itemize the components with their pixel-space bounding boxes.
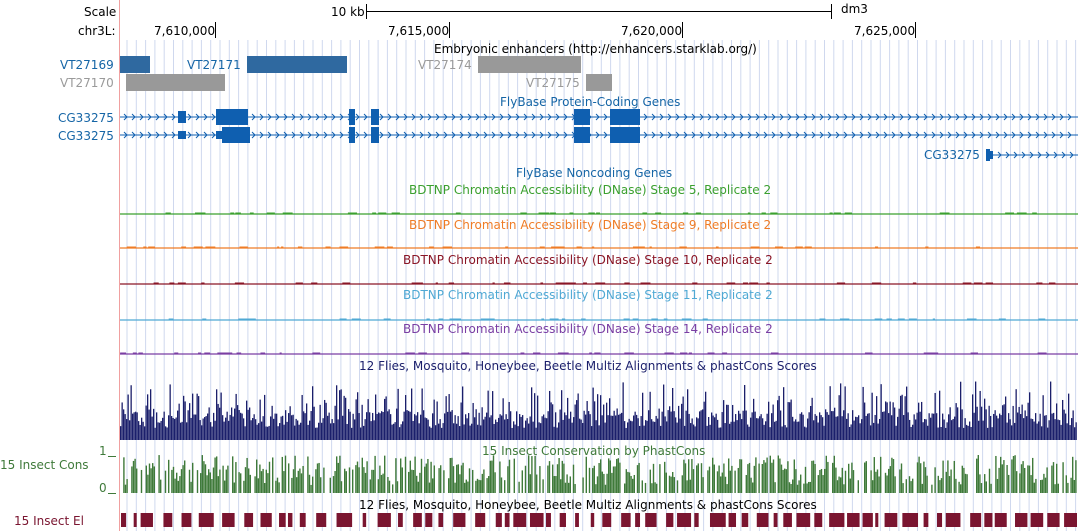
ruler-tick [682, 22, 683, 38]
enhancer-feature-vt27175[interactable] [586, 74, 612, 91]
phastcons-side-label[interactable]: 15 Insect Cons [0, 458, 89, 472]
ruler-tick-label: 7,615,000 [388, 24, 450, 38]
scale-label: Scale [84, 5, 117, 19]
protein-genes-track-title[interactable]: FlyBase Protein-Coding Genes [500, 95, 681, 109]
ruler-tick-label: 7,610,000 [154, 24, 216, 38]
phastcons-track-title[interactable]: 15 Insect Conservation by PhastCons [482, 444, 706, 458]
dnase-stage14-title[interactable]: BDTNP Chromatin Accessibility (DNase) St… [403, 322, 773, 336]
chrom-label: chr3L: [78, 24, 116, 38]
elements-side-label[interactable]: 15 Insect El [14, 514, 84, 528]
scale-bar-left-cap [366, 4, 367, 19]
ruler-tick-label: 7,620,000 [621, 24, 683, 38]
enhancer-label-vt27169[interactable]: VT27169 [60, 58, 114, 72]
enhancer-label-vt27174[interactable]: VT27174 [418, 58, 472, 72]
ruler-tick-label: 7,625,000 [854, 24, 916, 38]
phastcons-axis-min: 0 [99, 481, 107, 495]
transcript-label[interactable]: CG33275 [58, 129, 114, 143]
enhancer-label-vt27171[interactable]: VT27171 [187, 58, 241, 72]
transcript-label[interactable]: CG33275 [58, 111, 114, 125]
ruler-tick [915, 22, 916, 38]
enhancer-feature-vt27174[interactable] [478, 56, 581, 73]
assembly-label: dm3 [841, 2, 868, 16]
multiz-track-title[interactable]: 12 Flies, Mosquito, Honeybee, Beetle Mul… [359, 359, 817, 373]
scale-bar-right-cap [831, 4, 832, 19]
enhancer-feature-vt27170[interactable] [126, 74, 225, 91]
scale-bar-text: 10 kb [331, 5, 365, 19]
transcript-label[interactable]: CG33275 [924, 148, 980, 162]
dnase-stage5-title[interactable]: BDTNP Chromatin Accessibility (DNase) St… [409, 183, 772, 197]
image-left-border [119, 0, 120, 531]
axis-tick [108, 456, 116, 457]
enhancer-label-vt27175[interactable]: VT27175 [526, 76, 580, 90]
enhancer-feature-vt27169[interactable] [120, 56, 150, 73]
noncoding-genes-track-title[interactable]: FlyBase Noncoding Genes [516, 166, 673, 180]
axis-tick [108, 493, 116, 494]
dnase-stage11-title[interactable]: BDTNP Chromatin Accessibility (DNase) St… [403, 288, 773, 302]
scale-bar [366, 11, 832, 12]
ruler-tick [215, 22, 216, 38]
ruler-tick [449, 22, 450, 38]
dnase-stage10-title[interactable]: BDTNP Chromatin Accessibility (DNase) St… [403, 253, 773, 267]
elements-track-title[interactable]: 12 Flies, Mosquito, Honeybee, Beetle Mul… [359, 498, 817, 512]
enhancer-label-vt27170[interactable]: VT27170 [60, 76, 114, 90]
dnase-stage9-title[interactable]: BDTNP Chromatin Accessibility (DNase) St… [409, 218, 772, 232]
enhancer-feature-vt27171[interactable] [247, 56, 347, 73]
phastcons-axis-max: 1 [99, 444, 107, 458]
enhancers-track-title[interactable]: Embryonic enhancers (http://enhancers.st… [434, 42, 757, 56]
